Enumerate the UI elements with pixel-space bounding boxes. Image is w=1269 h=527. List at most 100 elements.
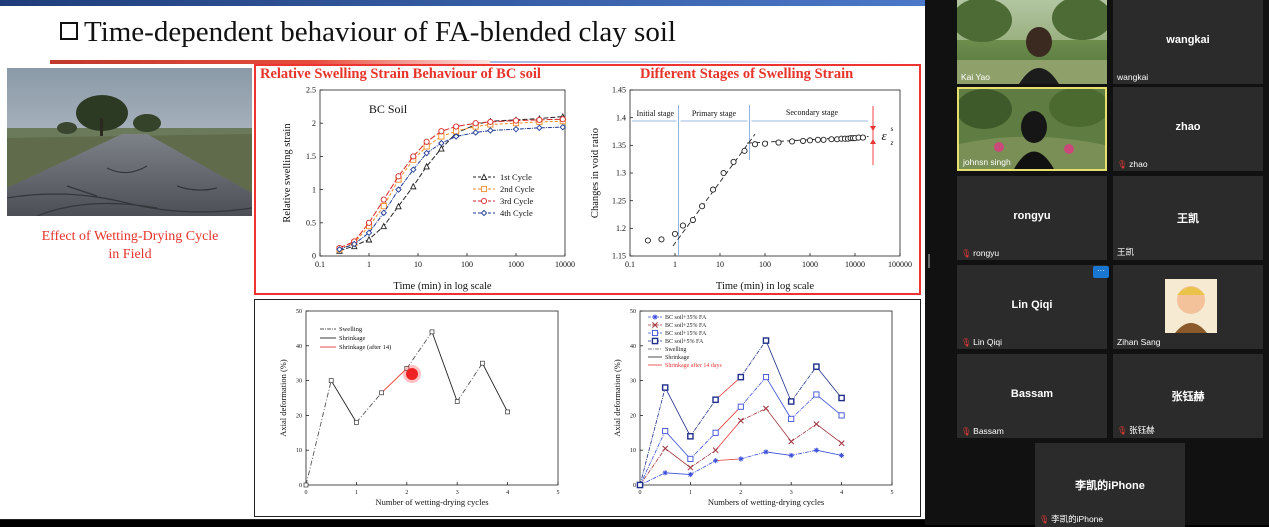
chart3-plot-frame [305, 310, 559, 486]
chart3-y-axis-label: Axial deformation (%) [278, 359, 288, 437]
participant-tile[interactable]: rongyu 🎙 rongyu [957, 176, 1107, 260]
chart4-y-tick-label: 50 [630, 309, 636, 315]
participant-tile[interactable]: Lin Qiqi 🎙 Lin Qiqi [957, 265, 1107, 349]
chart1-point [423, 149, 430, 157]
chart2-y-tick-label: 1.3 [616, 169, 626, 178]
more-options-button[interactable]: ··· [1093, 266, 1109, 278]
chart4-segment [740, 408, 767, 421]
chart4-segment [690, 399, 716, 437]
participant-tile[interactable]: johnsn singh [957, 87, 1107, 171]
chart3-segment [406, 331, 433, 369]
chart1-point [423, 162, 430, 170]
chart3-segment [305, 380, 332, 486]
chart4-legend-label: Shrinkage after 14 days [665, 362, 722, 369]
title-underline [50, 60, 490, 64]
participant-tile[interactable]: 王凯 王凯 [1113, 176, 1263, 260]
participant-tile[interactable]: Bassam 🎙 Bassam [957, 354, 1107, 438]
chart4-point [662, 470, 668, 476]
participants-panel: Kai Yao wangkai wangkai johnsn singh zhao 🎙 zh… [925, 0, 1269, 527]
chart1-point [536, 124, 543, 132]
chart3-point [379, 390, 384, 396]
chart3-segment [330, 380, 357, 423]
chart3-segment [431, 331, 458, 402]
participant-name-label: 🎙 rongyu [961, 248, 999, 258]
panel-resize-handle[interactable] [928, 254, 930, 268]
chart1-series-line [339, 126, 563, 250]
chart4-point [712, 429, 719, 436]
chart3-y-tick-label: 0 [299, 483, 302, 489]
chart4-segment [639, 472, 666, 486]
chart1-x-tick-label: 1000 [508, 260, 524, 269]
chart2-x-tick-label: 100 [759, 260, 771, 269]
participant-name-label: Kai Yao [961, 72, 990, 82]
chart4-segment [765, 340, 792, 402]
chart4-y-axis-label: Axial deformation (%) [612, 359, 622, 437]
participant-name-label: 🎙 Lin Qiqi [961, 337, 1002, 347]
participant-tile[interactable]: zhao 🎙 zhao [1113, 87, 1263, 171]
participant-tile[interactable]: 李凯的iPhone 🎙 李凯的iPhone [1035, 443, 1185, 527]
chart4-legend-marker [651, 329, 659, 337]
participant-center-name: zhao [1175, 120, 1201, 133]
chart4-point [737, 417, 744, 424]
chart1-y-tick-label: 1.5 [306, 152, 316, 161]
participant-name: zhao [1129, 159, 1148, 169]
chart2-y-tick-label: 1.15 [612, 252, 626, 261]
chart1-point [351, 240, 358, 248]
participant-name: 李凯的iPhone [1051, 514, 1104, 524]
chart1-point [365, 219, 373, 226]
chart4-point [788, 452, 794, 459]
chart4-point [762, 374, 770, 381]
participant-tile[interactable]: Kai Yao [957, 0, 1107, 84]
chart1-point [423, 138, 430, 145]
chart3-point [354, 420, 359, 425]
chart4-segment [790, 423, 817, 442]
chart2-stage-label: Secondary stage [786, 108, 839, 117]
slide-title: Time-dependent behaviour of FA-blended c… [60, 16, 676, 49]
chart4-segment [690, 460, 716, 475]
chart2-point [644, 237, 651, 244]
chart4-x-tick-label: 4 [840, 490, 843, 496]
chart1-y-tick-label: 0.5 [306, 218, 316, 227]
chart3-segment [482, 362, 508, 413]
chart3-y-tick-label: 40 [296, 344, 302, 350]
chart4-segment [816, 423, 842, 444]
chart4-segment [639, 448, 666, 486]
top-charts-panel [254, 64, 921, 295]
chart4-y-tick-label: 30 [630, 379, 636, 385]
participant-tile[interactable]: Zihan Sang [1113, 265, 1263, 349]
participant-tile[interactable]: 张钰赫 🎙 张钰赫 [1113, 354, 1263, 438]
chart4-point [687, 432, 694, 440]
chart2-point [751, 141, 759, 148]
participant-tile[interactable]: wangkai wangkai [1113, 0, 1263, 84]
chart4-segment [765, 376, 792, 420]
checkbox-bullet-icon [60, 22, 78, 41]
participant-name-label: 🎙 Bassam [961, 426, 1004, 436]
chart4-legend-label: BC soil+5% FA [665, 339, 704, 345]
chart1-x-axis-label: Time (min) in log scale [393, 281, 492, 292]
chart4-point [661, 384, 669, 391]
chart1-point [410, 153, 417, 160]
video-feed [957, 0, 1107, 84]
chart4-legend-label: Shrinkage [665, 355, 690, 361]
chart1-x-tick-label: 1 [367, 260, 371, 269]
chart1-legend-marker [480, 185, 488, 193]
chart1-series-line [339, 116, 563, 252]
chart1-point [453, 123, 460, 130]
chart4-segment [690, 432, 716, 460]
chart4-segment [740, 451, 767, 460]
chart4-segment [816, 366, 842, 399]
road-photo [7, 68, 252, 216]
chart4-legend-label: BC soil+35% FA [665, 315, 707, 321]
chart3-point [505, 409, 510, 415]
participant-name: rongyu [973, 248, 1000, 258]
chart3-x-tick-label: 3 [456, 490, 459, 496]
chart4-point [712, 447, 719, 454]
chart1-legend-marker [480, 209, 488, 217]
chart4-point [787, 398, 795, 405]
chart1-x-tick-label: 0.1 [315, 260, 325, 269]
chart1-point [512, 117, 520, 124]
chart1-legend-marker [480, 173, 488, 181]
chart4-x-tick-label: 5 [891, 490, 894, 496]
chart4-x-tick-label: 0 [639, 490, 642, 496]
chart3-point [454, 399, 460, 404]
